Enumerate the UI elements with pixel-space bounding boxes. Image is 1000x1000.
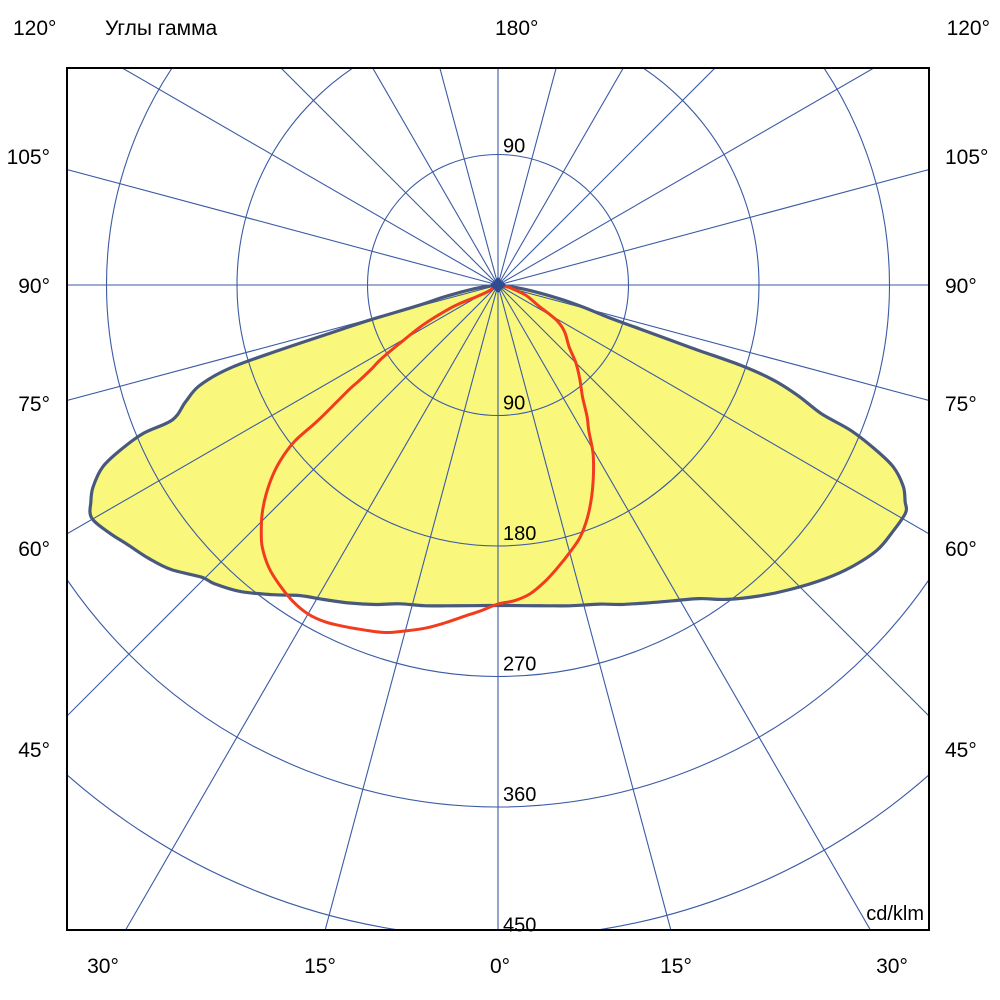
grid-ray — [497, 69, 557, 286]
grid-ray — [497, 284, 928, 401]
grid-ray — [68, 169, 499, 286]
gamma-label-left: 90° — [18, 275, 50, 298]
gamma-label-bottom: 15° — [304, 955, 336, 978]
center-marker — [490, 277, 506, 293]
transverse-lobe-outline — [88, 283, 909, 608]
gamma-label-bottom: 30° — [87, 955, 119, 978]
grid-ray — [439, 69, 499, 286]
grid-ray — [68, 284, 499, 401]
chart-labels: 90 180 270 360 450 90 105° 90° 75° 60° 45° 105° 90° 7… — [7, 136, 989, 979]
grid-ray — [497, 169, 928, 286]
gamma-label-right: 60° — [945, 538, 977, 561]
gamma-label-bottom: 0° — [490, 955, 510, 978]
grid-ray — [497, 69, 874, 286]
grid-ray — [125, 284, 499, 929]
grid-ray — [68, 284, 499, 534]
radial-tick-label: 270 — [503, 654, 536, 676]
radial-tick-label: 360 — [503, 784, 536, 806]
gamma-label-left: 60° — [18, 538, 50, 561]
grid-ray — [68, 284, 499, 716]
gamma-label-top-left-120: 120° — [13, 17, 57, 40]
grid-ray — [497, 69, 624, 286]
grid-ray — [497, 284, 672, 929]
grid-ray — [324, 284, 499, 929]
radial-tick-label-upper: 90 — [503, 136, 525, 158]
longitudinal-curve — [259, 283, 596, 635]
grid-ray — [497, 69, 715, 286]
gamma-label-left: 45° — [18, 739, 50, 762]
gamma-label-left: 75° — [18, 393, 50, 416]
unit-label: cd/klm — [866, 903, 924, 925]
grid-ray — [497, 284, 871, 929]
gamma-label-top-center-180: 180° — [495, 17, 539, 40]
grid-ray — [122, 69, 499, 286]
gamma-label-bottom: 15° — [660, 955, 692, 978]
gamma-label-bottom: 30° — [876, 955, 908, 978]
gamma-label-left: 105° — [7, 146, 50, 169]
gamma-label-right: 90° — [945, 275, 977, 298]
page-title: Углы гамма — [105, 17, 218, 40]
gamma-label-right: 75° — [945, 393, 977, 416]
grid-ray — [497, 284, 928, 716]
gamma-label-right: 105° — [945, 146, 988, 169]
radial-tick-label: 180 — [503, 523, 536, 545]
radial-tick-label: 90 — [503, 393, 525, 415]
grid-ray — [372, 69, 499, 286]
grid-ray — [497, 284, 928, 534]
radial-tick-label: 450 — [503, 915, 536, 937]
plot-border — [66, 67, 930, 931]
grid-ray — [281, 69, 499, 286]
gamma-label-top-right-120: 120° — [946, 17, 990, 40]
gamma-label-right: 45° — [945, 739, 977, 762]
